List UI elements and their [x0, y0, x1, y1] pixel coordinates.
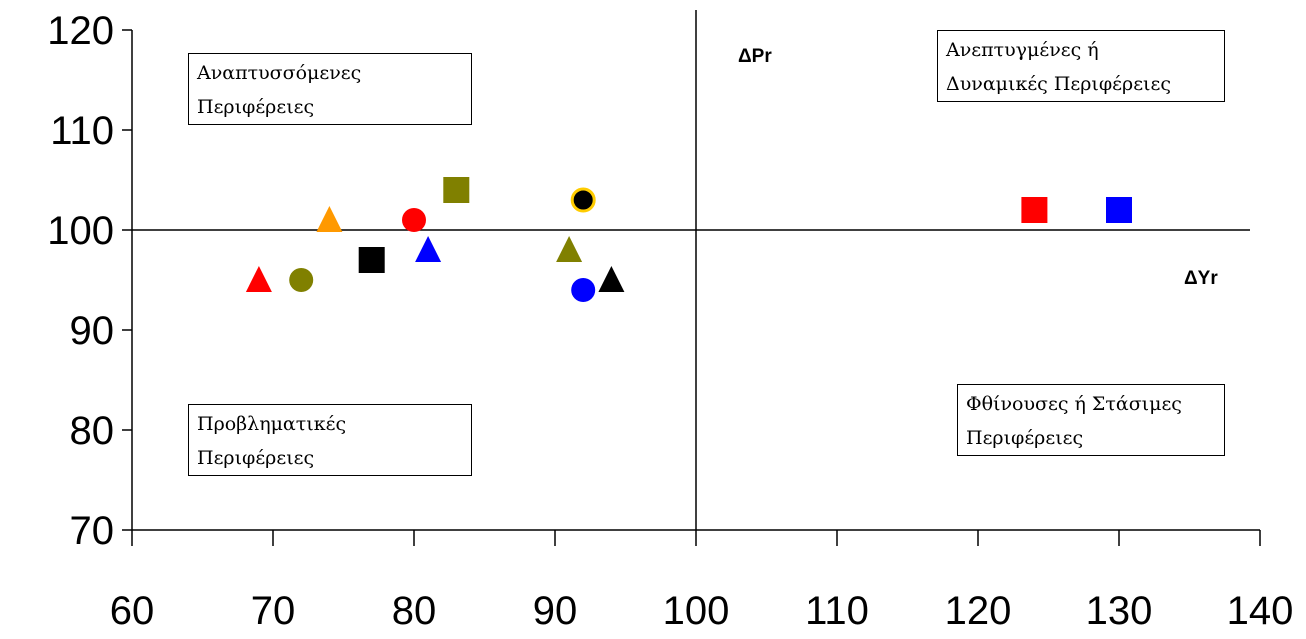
data-point-square: [1106, 197, 1132, 223]
x-tick-label: 120: [945, 589, 1012, 633]
data-point-square: [358, 247, 385, 273]
y-tick-label: 120: [47, 9, 114, 53]
quadrant-label-line: Περιφέρειες: [966, 427, 1084, 449]
data-point-square: [1021, 197, 1048, 223]
quadrant-label-bottom-left: Προβληματικές Περιφέρειες: [188, 404, 472, 476]
data-point-circle: [402, 208, 426, 232]
x-tick-label: 140: [1227, 589, 1294, 633]
y-tick-label: 70: [70, 509, 115, 553]
data-points: [245, 177, 1132, 302]
y-tick-label: 110: [50, 109, 114, 153]
data-point-triangle: [245, 266, 272, 292]
x-tick-label: 130: [1086, 589, 1153, 633]
data-point-square: [443, 177, 470, 203]
data-point-triangle: [598, 266, 625, 292]
data-point-circle: [571, 278, 596, 302]
x-tick-label: 100: [663, 589, 730, 633]
y-tick-label: 90: [70, 309, 115, 353]
y-tick-label: 80: [70, 409, 115, 453]
x-tick-label: 90: [533, 589, 578, 633]
x-tick-label: 60: [110, 589, 155, 633]
quadrant-label-line: Αναπτυσσόμενες: [197, 62, 362, 84]
data-point-triangle: [556, 236, 583, 262]
quadrant-label-top-left: Αναπτυσσόμενες Περιφέρειες: [188, 53, 472, 125]
quadrant-label-line: Περιφέρειες: [197, 447, 315, 469]
x-tick-label: 80: [392, 589, 437, 633]
y-tick-label: 100: [47, 209, 114, 253]
quadrant-label-line: Περιφέρειες: [197, 96, 315, 118]
quadrant-label-line: Φθίνουσες ή Στάσιμες: [966, 393, 1182, 415]
x-tick-label: 110: [805, 589, 869, 633]
x-ticks: 60 70 80 90 100 110 120 130 140: [110, 530, 1294, 633]
quadrant-label-line: Προβληματικές: [197, 413, 347, 435]
x-axis-annotation: ΔYr: [1184, 268, 1218, 289]
y-axis-annotation: ΔPr: [738, 46, 772, 67]
quadrant-label-top-right: Ανεπτυγμένες ή Δυναμικές Περιφέρειες: [937, 30, 1225, 102]
x-tick-label: 70: [251, 589, 296, 633]
quadrant-label-line: Δυναμικές Περιφέρειες: [946, 73, 1171, 95]
data-point-circle: [289, 268, 314, 292]
data-point-circle: [570, 187, 596, 213]
data-point-triangle: [415, 236, 442, 262]
data-point-triangle: [316, 206, 343, 232]
quadrant-label-bottom-right: Φθίνουσες ή Στάσιμες Περιφέρειες: [957, 384, 1225, 456]
y-ticks: 70 80 90 100 110 120: [47, 9, 132, 553]
quadrant-label-line: Ανεπτυγμένες ή: [946, 39, 1099, 61]
